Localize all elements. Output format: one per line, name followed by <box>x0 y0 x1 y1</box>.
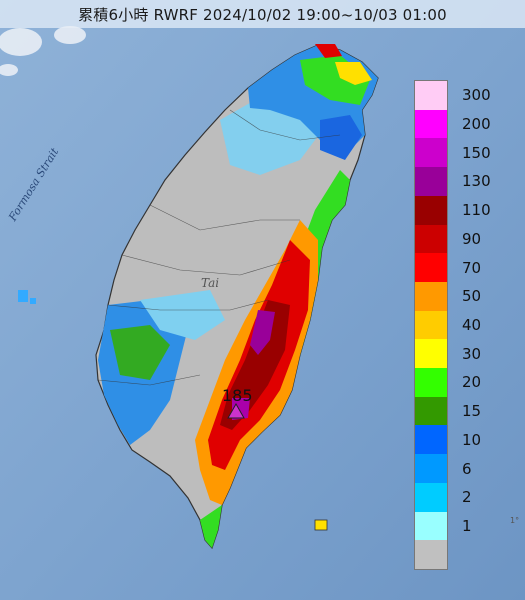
peak-marker-triangle <box>227 402 245 419</box>
legend-label: 50 <box>462 287 482 306</box>
rain-band-130-south <box>250 310 275 355</box>
legend-swatch <box>415 281 447 311</box>
legend-swatch <box>415 167 447 197</box>
legend-label: 300 <box>462 86 491 105</box>
map-title: 累積6小時 RWRF 2024/10/02 19:00~10/03 01:00 <box>78 6 447 24</box>
legend-swatch <box>415 253 447 283</box>
legend-label: 150 <box>462 143 491 162</box>
legend-label: 70 <box>462 258 482 277</box>
rain-band-110-south <box>220 300 290 430</box>
legend-label: 6 <box>462 459 472 478</box>
county-borders <box>97 109 341 386</box>
edge-label: 1° <box>510 516 520 525</box>
legend-swatch <box>415 425 447 455</box>
legend-swatch <box>415 482 447 512</box>
legend-label: 200 <box>462 115 491 134</box>
legend-label: 1 <box>462 516 472 535</box>
rain-band-2-west <box>140 290 225 340</box>
legend-swatch <box>415 224 447 254</box>
header-band <box>0 0 525 28</box>
legend-swatch <box>415 368 447 398</box>
legend-swatch <box>415 511 447 541</box>
legend-swatch <box>415 195 447 225</box>
legend-swatch <box>415 454 447 484</box>
rain-band-70-ne <box>315 44 342 58</box>
legend-swatch <box>415 396 447 426</box>
legend-label: 90 <box>462 229 482 248</box>
legend-label: 130 <box>462 172 491 191</box>
legend-label: 110 <box>462 201 491 220</box>
legend-label: 2 <box>462 488 472 507</box>
legend-label: 30 <box>462 344 482 363</box>
island-label: Tai <box>201 276 220 290</box>
peak-value-label: 185 <box>222 386 253 405</box>
legend-swatch <box>415 138 447 168</box>
legend-label: 15 <box>462 402 482 421</box>
cloud-patches <box>0 26 86 76</box>
rain-band-15-west <box>110 325 170 380</box>
rain-band-10-north <box>320 115 362 160</box>
legend-label: 10 <box>462 430 482 449</box>
rain-band-30-ne <box>335 62 372 85</box>
legend-swatch <box>415 310 447 340</box>
offshore-islands <box>18 290 328 531</box>
legend-swatch <box>415 339 447 369</box>
legend-label: 20 <box>462 373 482 392</box>
color-legend <box>414 80 448 570</box>
legend-swatch <box>415 540 447 570</box>
rain-band-20-tip <box>200 505 222 548</box>
legend-swatch <box>415 81 447 110</box>
legend-label: 40 <box>462 316 482 334</box>
legend-swatch <box>415 109 447 139</box>
